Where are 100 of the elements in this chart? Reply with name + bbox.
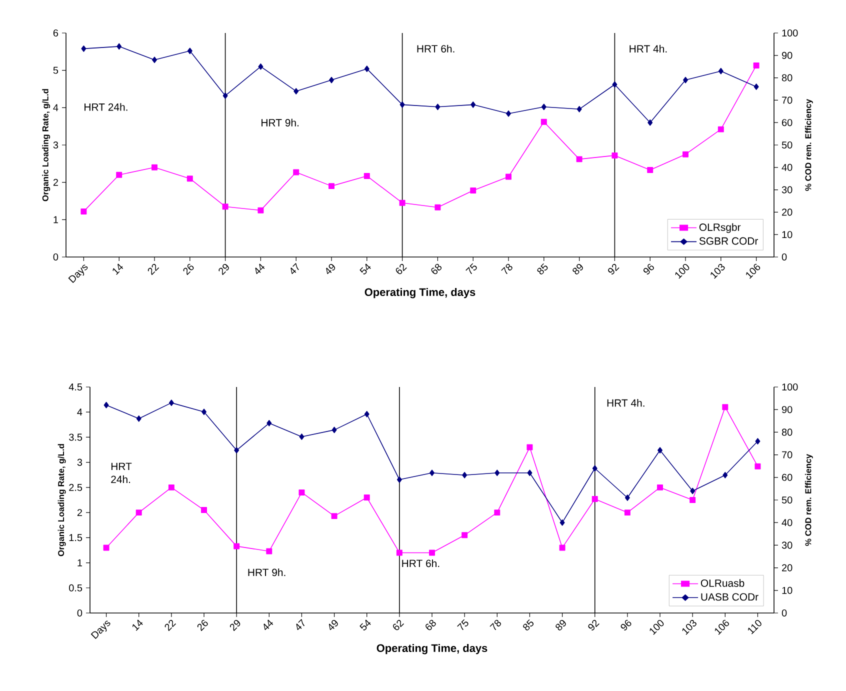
- y2-axis-title: % COD rem. Efficiency: [804, 454, 813, 546]
- point: [722, 472, 728, 478]
- x-tick-label: 49: [326, 264, 336, 274]
- x-tick-label: 22: [148, 264, 160, 276]
- point: [506, 110, 511, 117]
- x-tick-label: 14: [112, 264, 124, 275]
- x-tick-label: 47: [296, 619, 305, 630]
- y2-tick-label: 20: [782, 564, 792, 572]
- x-tick-label: 44: [255, 264, 265, 274]
- x-tick-label: 103: [710, 264, 725, 279]
- x-axis-title: Operating Time, days: [376, 644, 488, 654]
- y2-tick-label: 90: [782, 52, 792, 59]
- x-tick-label: 96: [643, 264, 654, 274]
- point: [430, 470, 434, 476]
- x-tick-label: 75: [457, 619, 468, 630]
- y-tick-label: 4.5: [68, 384, 82, 390]
- x-tick-label: 14: [132, 620, 143, 631]
- point: [400, 101, 405, 108]
- point: [364, 410, 370, 418]
- x-tick-label: 62: [396, 264, 407, 274]
- y2-tick-label: 30: [782, 186, 792, 194]
- x-tick-label: 103: [682, 620, 696, 635]
- x-tick-label: 26: [197, 620, 208, 632]
- point: [201, 507, 207, 514]
- point: [624, 510, 630, 516]
- point: [755, 438, 760, 444]
- point: [470, 101, 476, 108]
- x-tick-label: 54: [360, 264, 371, 274]
- x-tick-label: 106: [746, 264, 760, 279]
- point: [136, 510, 142, 516]
- point: [396, 476, 402, 483]
- point: [364, 494, 370, 500]
- point: [494, 510, 500, 516]
- y-tick-label: 2.5: [69, 484, 82, 491]
- annotation: HRT 4h.: [607, 399, 644, 407]
- point: [103, 544, 110, 551]
- y-tick-label: 1: [54, 216, 58, 224]
- point: [299, 434, 304, 440]
- point: [624, 494, 630, 501]
- point: [222, 204, 228, 210]
- y-tick-label: 0.5: [69, 584, 82, 592]
- point: [526, 444, 533, 450]
- y2-tick-label: 40: [782, 519, 792, 526]
- x-tick-label: 29: [218, 264, 229, 276]
- point: [560, 519, 565, 526]
- point: [328, 183, 334, 190]
- point: [576, 156, 582, 162]
- x-tick-label: 96: [620, 620, 632, 630]
- y2-tick-label: 0: [782, 253, 787, 261]
- x-tick-label: 78: [501, 264, 512, 274]
- point: [612, 81, 618, 88]
- point: [364, 172, 370, 179]
- x-tick-label: 62: [393, 620, 404, 630]
- y2-tick-label: 80: [782, 428, 792, 436]
- point: [657, 484, 663, 490]
- y-tick-label: 4: [77, 408, 82, 416]
- point: [186, 176, 193, 182]
- y2-tick-label: 60: [782, 119, 792, 126]
- point: [396, 550, 402, 556]
- point: [168, 484, 174, 490]
- y2-tick-label: 40: [782, 164, 792, 171]
- point: [258, 63, 264, 70]
- point: [266, 420, 272, 426]
- x-tick-label: 68: [431, 264, 442, 274]
- point: [434, 204, 441, 210]
- point: [462, 472, 468, 478]
- x-tick-label: 106: [714, 620, 729, 635]
- y2-tick-label: 30: [782, 542, 792, 549]
- point: [718, 68, 724, 74]
- point: [331, 513, 338, 520]
- point: [576, 106, 582, 112]
- point: [612, 152, 618, 158]
- point: [104, 402, 109, 408]
- annotation: HRT 6h.: [417, 44, 454, 53]
- point: [116, 172, 122, 178]
- x-tick-label: 92: [588, 620, 600, 630]
- point: [329, 76, 334, 84]
- y2-tick-label: 60: [782, 474, 792, 481]
- point: [399, 200, 406, 206]
- point: [332, 426, 337, 434]
- point: [429, 550, 435, 556]
- point: [168, 400, 174, 406]
- x-tick-label: 85: [523, 619, 534, 630]
- x-tick-label: 85: [537, 263, 548, 274]
- y-tick-label: 4: [53, 104, 58, 112]
- x-tick-label: 78: [490, 620, 502, 630]
- y-axis-title: Organic Loading Rate, g/L.d: [42, 89, 50, 202]
- x-tick-label: 44: [264, 620, 274, 630]
- y2-tick-label: 100: [782, 383, 798, 391]
- point: [527, 470, 532, 476]
- point: [470, 188, 476, 194]
- y-tick-label: 0: [53, 253, 58, 261]
- point: [559, 544, 566, 551]
- point: [682, 151, 688, 158]
- point: [718, 126, 724, 132]
- annotation: HRT 24h.: [84, 103, 128, 111]
- point: [136, 415, 142, 422]
- x-tick-label: 92: [608, 264, 620, 274]
- point: [234, 543, 240, 550]
- point: [202, 408, 206, 416]
